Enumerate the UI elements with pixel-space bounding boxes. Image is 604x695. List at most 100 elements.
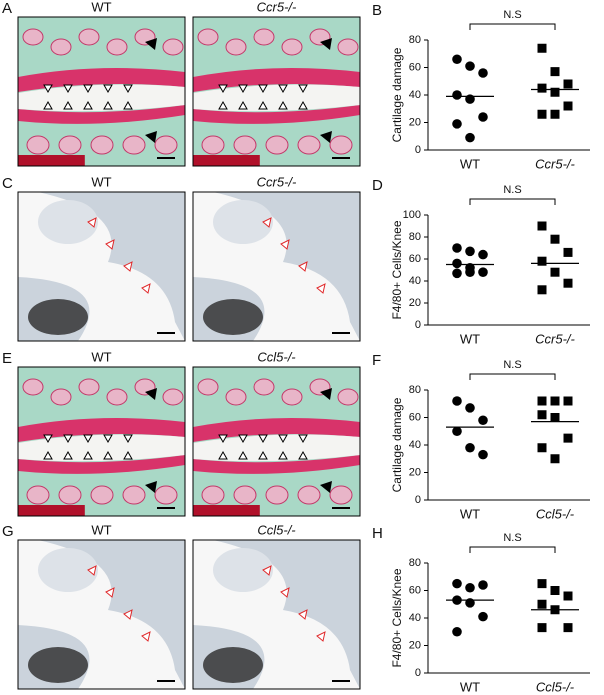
- data-square: [550, 109, 560, 119]
- arrowhead: [218, 434, 228, 444]
- histology-image: [17, 16, 186, 167]
- arrowhead: [103, 84, 113, 94]
- arrowhead: [258, 84, 268, 94]
- histology-image: [192, 539, 361, 690]
- image-content: [18, 540, 185, 689]
- marrow: [122, 485, 146, 505]
- arrowhead: [103, 100, 113, 110]
- y-axis-label: Cartilage damage: [390, 397, 404, 492]
- marrow: [253, 378, 275, 396]
- data-square: [563, 79, 573, 89]
- y-tick-label: 0: [415, 667, 421, 679]
- data-square: [550, 267, 560, 277]
- arrowhead: [218, 450, 228, 460]
- marrow: [197, 28, 219, 46]
- marrow: [50, 38, 72, 56]
- arrowhead: [63, 100, 73, 110]
- arrowhead: [87, 565, 97, 576]
- data-square: [537, 623, 547, 633]
- arrowhead: [218, 84, 228, 94]
- marrow: [265, 485, 289, 505]
- scale-bar: [157, 507, 175, 509]
- significance-label: N.S: [503, 184, 521, 196]
- y-tick-label: 0: [415, 144, 421, 156]
- y-tick-label: 60: [409, 584, 421, 596]
- y-tick-label: 80: [409, 34, 421, 46]
- y-tick-label: 60: [409, 253, 421, 265]
- marrow: [154, 485, 178, 505]
- data-dot: [452, 258, 462, 269]
- image-title: WT: [91, 174, 111, 189]
- bone-marrow: [203, 647, 263, 683]
- data-square: [563, 247, 573, 257]
- arrowhead: [298, 261, 308, 272]
- arrow: [145, 38, 157, 50]
- data-dot: [465, 61, 475, 71]
- arrowhead: [278, 434, 288, 444]
- marrow: [201, 485, 225, 505]
- panel-letter: G: [2, 523, 14, 540]
- panel-letter: D: [372, 177, 383, 194]
- data-square: [537, 109, 547, 119]
- arrowhead: [262, 565, 272, 576]
- image-title: WT: [91, 0, 111, 14]
- data-square: [563, 623, 573, 633]
- joint-space: [18, 434, 185, 462]
- cartilage-top: [18, 418, 185, 442]
- arrow: [145, 131, 157, 143]
- data-dot: [452, 90, 462, 100]
- marrow: [122, 135, 146, 155]
- arrowhead: [123, 261, 133, 272]
- histology-image: [192, 366, 361, 517]
- bone: [18, 505, 85, 516]
- y-tick-label: 20: [409, 466, 421, 478]
- data-dot: [465, 403, 475, 413]
- cartilage: [38, 548, 98, 592]
- image-title: Ccr5-/-: [257, 174, 297, 189]
- marrow: [297, 135, 321, 155]
- arrowhead: [123, 100, 133, 110]
- data-dot: [452, 626, 462, 637]
- data-square: [537, 579, 547, 589]
- marrow: [329, 485, 353, 505]
- arrowhead: [218, 100, 228, 110]
- cartilage-bottom: [193, 455, 360, 474]
- image-frame: [192, 16, 361, 167]
- scale-bar: [332, 507, 350, 509]
- data-square: [537, 285, 547, 295]
- y-axis-label: Cartilage damage: [390, 47, 404, 142]
- image-title: WT: [91, 349, 111, 364]
- cartilage: [213, 548, 273, 592]
- arrowhead: [298, 84, 308, 94]
- arrowhead: [63, 84, 73, 94]
- y-tick-label: 0: [415, 319, 421, 331]
- arrowhead: [105, 587, 115, 598]
- marrow: [253, 28, 275, 46]
- marrow: [78, 28, 100, 46]
- arrowhead: [258, 434, 268, 444]
- marrow: [197, 378, 219, 396]
- y-tick-label: 20: [409, 297, 421, 309]
- data-square: [550, 67, 560, 77]
- y-tick-label: 20: [409, 116, 421, 128]
- arrowhead: [258, 450, 268, 460]
- bone: [193, 505, 260, 516]
- arrowhead: [280, 587, 290, 598]
- data-dot: [452, 54, 462, 65]
- marrow: [297, 485, 321, 505]
- arrowhead: [238, 84, 248, 94]
- data-dot: [465, 267, 475, 278]
- arrow: [320, 481, 332, 493]
- marrow: [162, 388, 184, 406]
- marrow: [58, 485, 82, 505]
- joint-space: [193, 84, 360, 112]
- arrowhead: [141, 283, 151, 294]
- arrowhead: [63, 450, 73, 460]
- panel-letter: E: [2, 350, 12, 367]
- arrowhead: [278, 450, 288, 460]
- y-tick-label: 40: [409, 439, 421, 451]
- arrowhead: [103, 450, 113, 460]
- arrowhead: [238, 450, 248, 460]
- data-dot: [452, 396, 462, 406]
